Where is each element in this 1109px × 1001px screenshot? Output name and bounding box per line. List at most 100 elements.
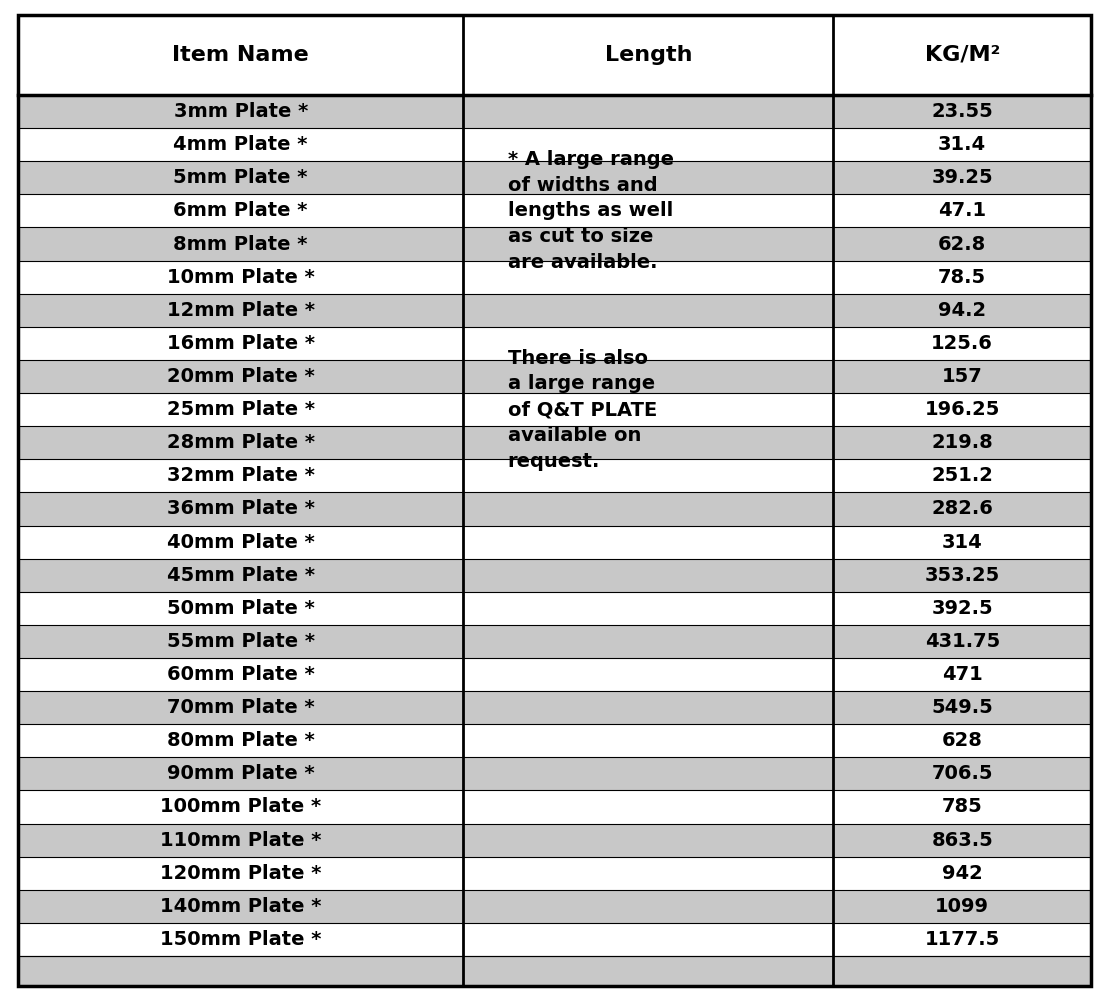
- Text: 785: 785: [942, 798, 983, 817]
- Text: 12mm Plate *: 12mm Plate *: [166, 300, 315, 319]
- Bar: [18, 492, 464, 526]
- Bar: [834, 326, 1091, 360]
- Bar: [464, 658, 834, 691]
- Bar: [834, 161, 1091, 194]
- Text: 10mm Plate *: 10mm Plate *: [166, 267, 315, 286]
- Text: 219.8: 219.8: [932, 433, 994, 452]
- Bar: [464, 857, 834, 890]
- Text: 628: 628: [942, 732, 983, 751]
- Bar: [464, 161, 834, 194]
- Text: 45mm Plate *: 45mm Plate *: [166, 566, 315, 585]
- Text: KG/M²: KG/M²: [925, 45, 1000, 65]
- Text: 471: 471: [942, 665, 983, 684]
- Bar: [18, 459, 464, 492]
- Bar: [464, 824, 834, 857]
- Bar: [464, 592, 834, 625]
- Bar: [464, 15, 834, 95]
- Text: 31.4: 31.4: [938, 135, 986, 154]
- Bar: [834, 824, 1091, 857]
- Bar: [464, 923, 834, 956]
- Bar: [18, 625, 464, 658]
- Bar: [464, 326, 834, 360]
- Text: Item Name: Item Name: [172, 45, 309, 65]
- Bar: [834, 492, 1091, 526]
- Text: 251.2: 251.2: [932, 466, 994, 485]
- Text: 392.5: 392.5: [932, 599, 993, 618]
- Bar: [464, 492, 834, 526]
- Bar: [834, 426, 1091, 459]
- Bar: [18, 592, 464, 625]
- Text: 60mm Plate *: 60mm Plate *: [166, 665, 315, 684]
- Bar: [18, 15, 464, 95]
- Text: 39.25: 39.25: [932, 168, 993, 187]
- Bar: [18, 658, 464, 691]
- Bar: [18, 393, 464, 426]
- Text: 23.55: 23.55: [932, 102, 994, 121]
- Bar: [834, 658, 1091, 691]
- Text: 1099: 1099: [935, 897, 989, 916]
- Bar: [18, 890, 464, 923]
- Text: 1177.5: 1177.5: [925, 930, 1000, 949]
- Text: 100mm Plate *: 100mm Plate *: [160, 798, 322, 817]
- Bar: [834, 890, 1091, 923]
- Bar: [834, 260, 1091, 293]
- Text: Length: Length: [604, 45, 692, 65]
- Text: 55mm Plate *: 55mm Plate *: [166, 632, 315, 651]
- Text: 549.5: 549.5: [932, 698, 994, 717]
- Text: 70mm Plate *: 70mm Plate *: [166, 698, 315, 717]
- Bar: [18, 293, 464, 326]
- Text: 140mm Plate *: 140mm Plate *: [160, 897, 322, 916]
- Text: 40mm Plate *: 40mm Plate *: [166, 533, 315, 552]
- Bar: [834, 724, 1091, 758]
- Text: 80mm Plate *: 80mm Plate *: [166, 732, 315, 751]
- Bar: [834, 360, 1091, 393]
- Bar: [834, 857, 1091, 890]
- Bar: [464, 724, 834, 758]
- Bar: [18, 128, 464, 161]
- Bar: [464, 360, 834, 393]
- Bar: [464, 459, 834, 492]
- Bar: [464, 956, 834, 986]
- Text: There is also
a large range
of Q&T PLATE
available on
request.: There is also a large range of Q&T PLATE…: [508, 348, 657, 470]
- Bar: [18, 526, 464, 559]
- Text: 32mm Plate *: 32mm Plate *: [166, 466, 315, 485]
- Bar: [464, 293, 834, 326]
- Text: 20mm Plate *: 20mm Plate *: [166, 367, 315, 386]
- Bar: [834, 559, 1091, 592]
- Bar: [464, 95, 834, 128]
- Bar: [834, 293, 1091, 326]
- Bar: [18, 194, 464, 227]
- Text: 78.5: 78.5: [938, 267, 986, 286]
- Bar: [18, 824, 464, 857]
- Text: * A large range
of widths and
lengths as well
as cut to size
are available.: * A large range of widths and lengths as…: [508, 150, 673, 272]
- Bar: [18, 758, 464, 791]
- Bar: [834, 592, 1091, 625]
- Text: 942: 942: [942, 864, 983, 883]
- Bar: [464, 791, 834, 824]
- Text: 8mm Plate *: 8mm Plate *: [173, 234, 308, 253]
- Bar: [464, 194, 834, 227]
- Text: 5mm Plate *: 5mm Plate *: [173, 168, 308, 187]
- Bar: [834, 625, 1091, 658]
- Text: 706.5: 706.5: [932, 765, 993, 784]
- Bar: [18, 691, 464, 724]
- Bar: [834, 791, 1091, 824]
- Bar: [834, 459, 1091, 492]
- Bar: [18, 791, 464, 824]
- Bar: [464, 890, 834, 923]
- Text: 16mm Plate *: 16mm Plate *: [166, 334, 315, 353]
- Text: 120mm Plate *: 120mm Plate *: [160, 864, 322, 883]
- Text: 62.8: 62.8: [938, 234, 986, 253]
- Bar: [464, 128, 834, 161]
- Bar: [834, 691, 1091, 724]
- Text: 863.5: 863.5: [932, 831, 994, 850]
- Bar: [834, 758, 1091, 791]
- Bar: [834, 128, 1091, 161]
- Bar: [18, 95, 464, 128]
- Bar: [464, 758, 834, 791]
- Bar: [18, 857, 464, 890]
- Bar: [464, 559, 834, 592]
- Text: 150mm Plate *: 150mm Plate *: [160, 930, 322, 949]
- Text: 282.6: 282.6: [932, 499, 994, 519]
- Bar: [464, 260, 834, 293]
